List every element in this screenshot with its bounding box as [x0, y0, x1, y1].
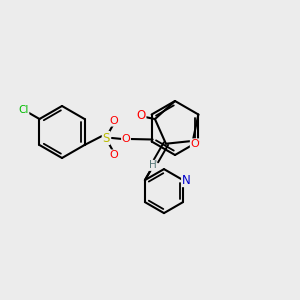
Text: O: O	[110, 116, 118, 126]
Text: S: S	[102, 131, 110, 145]
Text: O: O	[136, 109, 146, 122]
Text: O: O	[110, 150, 118, 160]
Text: H: H	[148, 160, 156, 170]
Text: O: O	[122, 134, 130, 144]
Text: N: N	[182, 174, 190, 187]
Text: O: O	[190, 139, 199, 149]
Text: Cl: Cl	[18, 105, 29, 115]
